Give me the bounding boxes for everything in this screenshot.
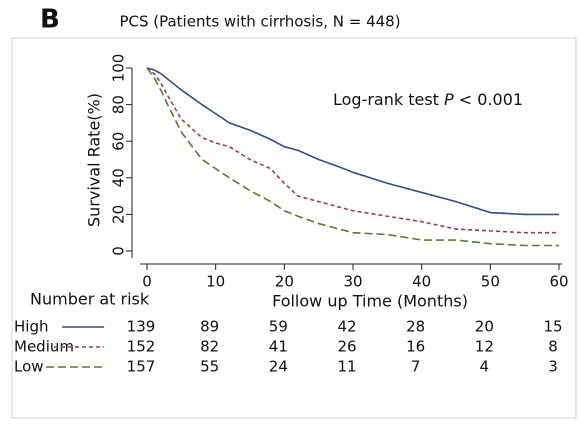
risk-count: 12	[475, 338, 494, 356]
panel-label: B	[40, 5, 60, 35]
risk-title: Number at risk	[30, 290, 150, 309]
survival-curve	[146, 67, 559, 234]
x-axis-label: Follow up Time (Months)	[272, 292, 468, 311]
survival-curve	[146, 67, 559, 247]
risk-count: 24	[269, 358, 288, 376]
y-tick-label: 60	[110, 132, 128, 151]
y-tick-label: 20	[110, 205, 128, 224]
annotation-p: P	[444, 90, 454, 109]
survival-curve	[146, 67, 559, 216]
y-tick-label: 40	[110, 168, 128, 187]
x-tick-label: 20	[275, 273, 294, 291]
x-tick-label: 50	[481, 273, 500, 291]
x-tick-label: 40	[412, 273, 431, 291]
y-tick-label: 0	[110, 246, 128, 256]
x-tick-label: 10	[206, 273, 225, 291]
risk-count: 42	[337, 318, 356, 336]
risk-count: 11	[337, 358, 356, 376]
risk-count: 16	[406, 338, 425, 356]
risk-count: 157	[127, 358, 156, 376]
risk-row-name: Low	[14, 358, 44, 376]
risk-count: 89	[200, 318, 219, 336]
y-tick-label: 100	[110, 54, 128, 83]
risk-row-name: High	[14, 318, 48, 336]
y-axis-label: Survival Rate(%)	[85, 93, 104, 227]
risk-count: 20	[475, 318, 494, 336]
risk-count: 139	[127, 318, 156, 336]
annotation: Log-rank test P < 0.001	[333, 90, 523, 109]
risk-count: 4	[480, 358, 490, 376]
risk-row-name: Medium	[14, 338, 74, 356]
risk-count: 8	[548, 338, 558, 356]
risk-count: 15	[543, 318, 562, 336]
annotation-text: < 0.001	[454, 90, 523, 109]
annotation-text: Log-rank test	[333, 90, 444, 109]
risk-count: 59	[269, 318, 288, 336]
risk-count: 26	[337, 338, 356, 356]
frame	[11, 37, 577, 419]
risk-count: 3	[548, 358, 558, 376]
x-tick-label: 60	[549, 273, 568, 291]
x-tick-label: 30	[343, 273, 362, 291]
x-tick-label: 0	[142, 273, 152, 291]
risk-count: 152	[127, 338, 156, 356]
risk-count: 55	[200, 358, 219, 376]
y-tick-label: 80	[110, 95, 128, 114]
risk-count: 7	[411, 358, 421, 376]
chart-title: PCS (Patients with cirrhosis, N = 448)	[119, 13, 400, 31]
risk-count: 41	[269, 338, 288, 356]
risk-count: 82	[200, 338, 219, 356]
risk-count: 28	[406, 318, 425, 336]
